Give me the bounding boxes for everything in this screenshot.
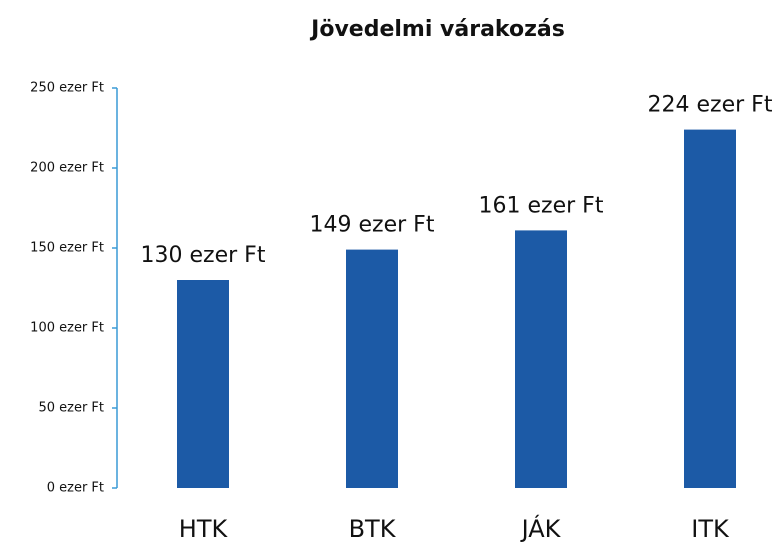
y-tick-label: 50 ezer Ft [38, 401, 104, 416]
value-label: 130 ezer Ft [141, 243, 266, 268]
bar [346, 249, 398, 488]
x-tick-label: JÁK [520, 514, 562, 543]
bar [684, 129, 736, 488]
x-tick-label: HTK [179, 515, 229, 543]
y-tick-label: 200 ezer Ft [30, 161, 104, 176]
x-tick-label: BTK [349, 515, 397, 543]
bar [177, 280, 229, 488]
bar [515, 230, 567, 488]
y-tick-label: 250 ezer Ft [30, 81, 104, 96]
value-label: 149 ezer Ft [310, 213, 435, 238]
y-tick-label: 0 ezer Ft [47, 481, 104, 496]
x-tick-label: ITK [691, 515, 730, 543]
chart-title: Jövedelmi várakozás [309, 17, 565, 42]
value-label: 161 ezer Ft [479, 193, 604, 218]
y-tick-label: 100 ezer Ft [30, 321, 104, 336]
value-label: 224 ezer Ft [648, 93, 773, 118]
y-tick-label: 150 ezer Ft [30, 241, 104, 256]
